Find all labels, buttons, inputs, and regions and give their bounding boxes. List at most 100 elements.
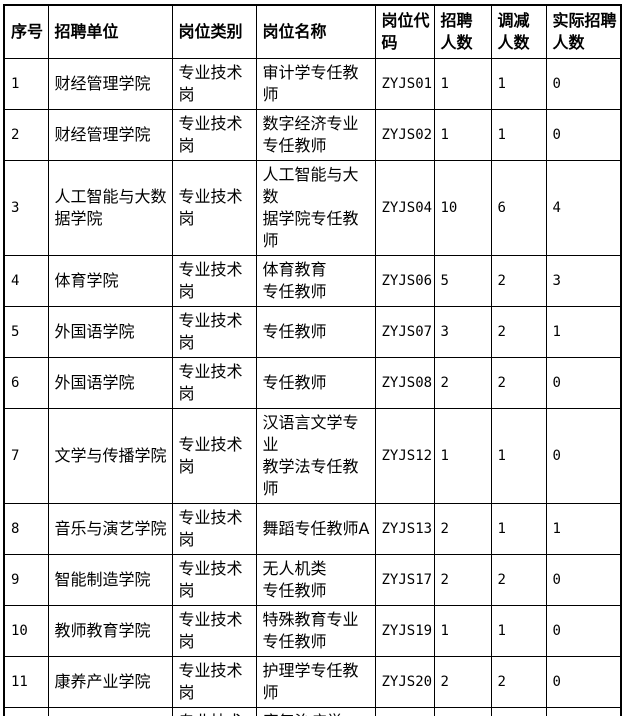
cell-index: 6 <box>3 357 49 409</box>
cell-reduce-count: 2 <box>490 306 547 358</box>
cell-position-category: 专业技术岗 <box>171 255 257 307</box>
cell-recruiting-unit: 体育学院 <box>47 255 173 307</box>
table-row: 12 康养产业学院 专业技术岗 康复治疗学 专任教师 ZYJS21 2 1 1 <box>3 707 622 716</box>
cell-actual-count: 3 <box>545 255 622 307</box>
cell-recruiting-unit: 文学与传播学院 <box>47 408 173 504</box>
table-row: 10 教师教育学院 专业技术岗 特殊教育专业 专任教师 ZYJS19 1 1 0 <box>3 605 622 657</box>
cell-recruit-count: 1 <box>433 605 492 657</box>
cell-recruit-count: 1 <box>433 408 492 504</box>
cell-position-name: 特殊教育专业 专任教师 <box>255 605 376 657</box>
table-row: 1 财经管理学院 专业技术岗 审计学专任教师 ZYJS01 1 1 0 <box>3 58 622 110</box>
cell-recruiting-unit: 音乐与演艺学院 <box>47 503 173 555</box>
cell-recruit-count: 10 <box>433 160 492 256</box>
cell-position-category: 专业技术岗 <box>171 707 257 716</box>
cell-position-name: 审计学专任教师 <box>255 58 376 110</box>
col-header-reduce-count: 调减 人数 <box>490 4 547 59</box>
cell-reduce-count: 2 <box>490 255 547 307</box>
cell-position-name: 专任教师 <box>255 306 376 358</box>
cell-position-code: ZYJS13 <box>374 503 435 555</box>
cell-position-code: ZYJS20 <box>374 656 435 708</box>
cell-position-code: ZYJS21 <box>374 707 435 716</box>
cell-position-name: 护理学专任教师 <box>255 656 376 708</box>
cell-actual-count: 0 <box>545 554 622 606</box>
cell-recruiting-unit: 智能制造学院 <box>47 554 173 606</box>
cell-reduce-count: 2 <box>490 554 547 606</box>
cell-recruiting-unit: 人工智能与大数 据学院 <box>47 160 173 256</box>
table-row: 3 人工智能与大数 据学院 专业技术岗 人工智能与大数 据学院专任教师 ZYJS… <box>3 160 622 256</box>
document-page: 序号 招聘单位 岗位类别 岗位名称 岗位代 码 招聘 人数 调减 人数 实际招聘… <box>0 4 622 716</box>
cell-position-code: ZYJS19 <box>374 605 435 657</box>
table-header-row: 序号 招聘单位 岗位类别 岗位名称 岗位代 码 招聘 人数 调减 人数 实际招聘… <box>3 4 622 59</box>
cell-position-category: 专业技术岗 <box>171 503 257 555</box>
table-row: 6 外国语学院 专业技术岗 专任教师 ZYJS08 2 2 0 <box>3 357 622 409</box>
col-header-unit: 招聘单位 <box>47 4 173 59</box>
cell-recruiting-unit: 财经管理学院 <box>47 109 173 161</box>
cell-position-name: 无人机类 专任教师 <box>255 554 376 606</box>
cell-position-category: 专业技术岗 <box>171 605 257 657</box>
cell-recruit-count: 2 <box>433 554 492 606</box>
cell-position-category: 专业技术岗 <box>171 306 257 358</box>
cell-position-code: ZYJS12 <box>374 408 435 504</box>
cell-reduce-count: 1 <box>490 605 547 657</box>
cell-recruiting-unit: 教师教育学院 <box>47 605 173 657</box>
cell-position-name: 人工智能与大数 据学院专任教师 <box>255 160 376 256</box>
cell-actual-count: 1 <box>545 503 622 555</box>
cell-recruiting-unit: 康养产业学院 <box>47 656 173 708</box>
cell-position-code: ZYJS07 <box>374 306 435 358</box>
table-row: 11 康养产业学院 专业技术岗 护理学专任教师 ZYJS20 2 2 0 <box>3 656 622 708</box>
col-header-category: 岗位类别 <box>171 4 257 59</box>
cell-index: 10 <box>3 605 49 657</box>
cell-position-code: ZYJS04 <box>374 160 435 256</box>
cell-actual-count: 0 <box>545 605 622 657</box>
cell-index: 4 <box>3 255 49 307</box>
cell-actual-count: 4 <box>545 160 622 256</box>
cell-position-category: 专业技术岗 <box>171 109 257 161</box>
cell-position-code: ZYJS08 <box>374 357 435 409</box>
cell-index: 1 <box>3 58 49 110</box>
table-row: 4 体育学院 专业技术岗 体育教育 专任教师 ZYJS06 5 2 3 <box>3 255 622 307</box>
table-row: 8 音乐与演艺学院 专业技术岗 舞蹈专任教师A ZYJS13 2 1 1 <box>3 503 622 555</box>
cell-position-category: 专业技术岗 <box>171 408 257 504</box>
cell-reduce-count: 6 <box>490 160 547 256</box>
cell-reduce-count: 2 <box>490 357 547 409</box>
cell-actual-count: 0 <box>545 58 622 110</box>
table-body: 1 财经管理学院 专业技术岗 审计学专任教师 ZYJS01 1 1 0 2 财经… <box>3 58 622 716</box>
cell-reduce-count: 1 <box>490 58 547 110</box>
cell-reduce-count: 1 <box>490 109 547 161</box>
cell-reduce-count: 2 <box>490 656 547 708</box>
cell-recruit-count: 3 <box>433 306 492 358</box>
cell-recruit-count: 2 <box>433 357 492 409</box>
col-header-code: 岗位代 码 <box>374 4 435 59</box>
cell-index: 8 <box>3 503 49 555</box>
cell-position-code: ZYJS06 <box>374 255 435 307</box>
cell-reduce-count: 1 <box>490 707 547 716</box>
cell-position-category: 专业技术岗 <box>171 357 257 409</box>
table-row: 9 智能制造学院 专业技术岗 无人机类 专任教师 ZYJS17 2 2 0 <box>3 554 622 606</box>
cell-index: 7 <box>3 408 49 504</box>
cell-reduce-count: 1 <box>490 503 547 555</box>
cell-position-category: 专业技术岗 <box>171 554 257 606</box>
cell-actual-count: 0 <box>545 656 622 708</box>
cell-position-name: 康复治疗学 专任教师 <box>255 707 376 716</box>
cell-recruit-count: 5 <box>433 255 492 307</box>
table-row: 2 财经管理学院 专业技术岗 数字经济专业 专任教师 ZYJS02 1 1 0 <box>3 109 622 161</box>
cell-recruit-count: 1 <box>433 109 492 161</box>
table-row: 7 文学与传播学院 专业技术岗 汉语言文学专业 教学法专任教师 ZYJS12 1… <box>3 408 622 504</box>
cell-index: 3 <box>3 160 49 256</box>
cell-recruiting-unit: 财经管理学院 <box>47 58 173 110</box>
cell-position-code: ZYJS17 <box>374 554 435 606</box>
cell-position-category: 专业技术岗 <box>171 656 257 708</box>
col-header-recruit-count: 招聘 人数 <box>433 4 492 59</box>
recruitment-table: 序号 招聘单位 岗位类别 岗位名称 岗位代 码 招聘 人数 调减 人数 实际招聘… <box>3 4 622 716</box>
cell-position-code: ZYJS02 <box>374 109 435 161</box>
cell-index: 9 <box>3 554 49 606</box>
cell-index: 12 <box>3 707 49 716</box>
col-header-index: 序号 <box>3 4 49 59</box>
cell-position-code: ZYJS01 <box>374 58 435 110</box>
cell-recruit-count: 2 <box>433 503 492 555</box>
cell-recruit-count: 1 <box>433 58 492 110</box>
cell-recruiting-unit: 外国语学院 <box>47 357 173 409</box>
cell-recruit-count: 2 <box>433 707 492 716</box>
cell-actual-count: 1 <box>545 306 622 358</box>
table-row: 5 外国语学院 专业技术岗 专任教师 ZYJS07 3 2 1 <box>3 306 622 358</box>
